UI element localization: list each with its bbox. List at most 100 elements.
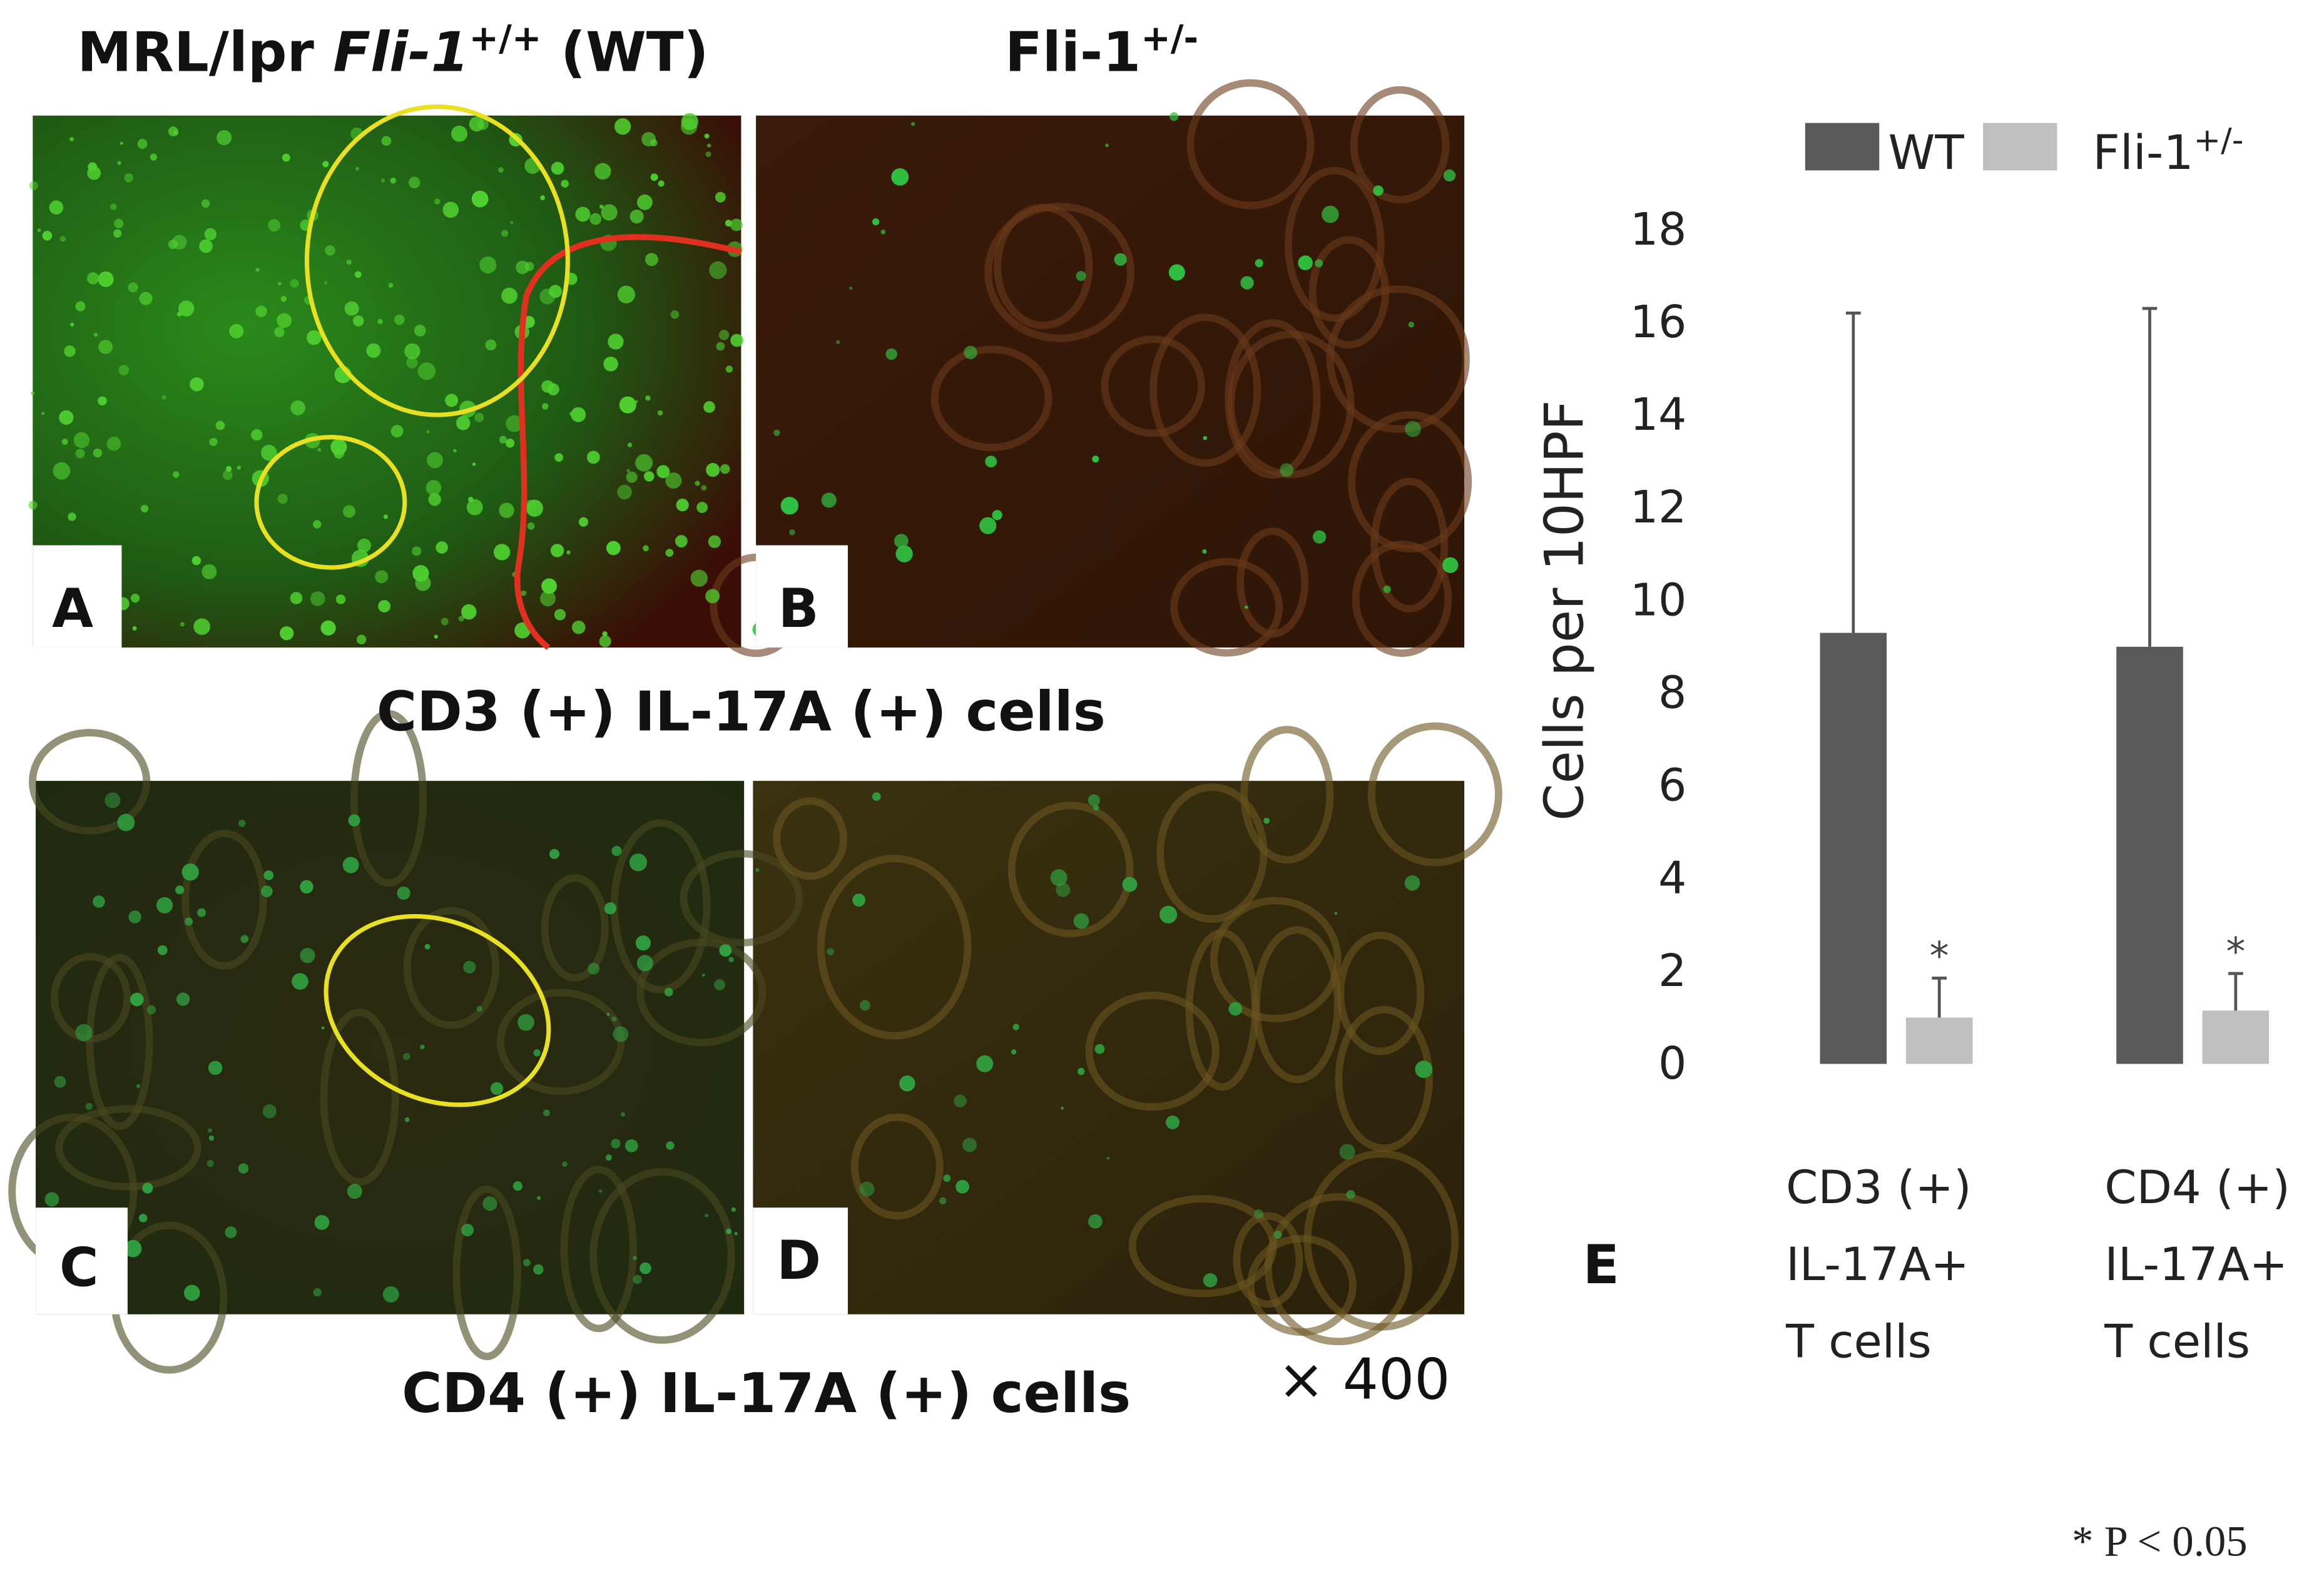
cell-spot (1094, 1044, 1105, 1054)
cell-spot (482, 1196, 497, 1211)
cell-spot (75, 1024, 93, 1042)
cell-spot (292, 973, 308, 990)
cell-spot (635, 935, 651, 951)
micrograph-b (756, 115, 1465, 648)
cell-spot (216, 130, 232, 146)
cell-spot (709, 261, 727, 279)
cell-spot (1405, 420, 1421, 437)
y-tick-label: 12 (1630, 481, 1686, 533)
cell-spot (490, 1082, 504, 1095)
legend-label: WT (1888, 125, 1964, 180)
cell-spot (468, 497, 474, 502)
cell-spot (542, 403, 549, 410)
cell-spot (730, 333, 743, 347)
cell-spot (176, 992, 190, 1006)
cell-spot (104, 792, 121, 808)
bar (2116, 646, 2183, 1064)
cell-spot (485, 339, 497, 351)
cell-spot (98, 271, 114, 287)
cell-spot (117, 813, 135, 831)
cell-spot (541, 380, 554, 393)
cell-spot (985, 455, 997, 468)
cell-spot (277, 494, 288, 504)
cell-spot (1313, 530, 1327, 544)
cell-spot (310, 591, 325, 606)
cell-spot (191, 556, 201, 566)
cell-spot (956, 1179, 969, 1194)
cell-spot (222, 470, 233, 480)
cell-spot (512, 1181, 522, 1191)
cell-spot (571, 407, 586, 422)
cell-spot (1228, 1002, 1243, 1016)
cell-spot (1203, 1273, 1218, 1288)
cell-spot (645, 253, 658, 267)
cell-spot (193, 618, 210, 635)
legend-swatch (1805, 123, 1880, 171)
cell-spot (1088, 1214, 1103, 1229)
cell-spot (880, 229, 886, 235)
cell-spot (1165, 1115, 1180, 1129)
cell-spot (330, 439, 347, 455)
cell-spot (1202, 549, 1207, 554)
cell-spot (412, 546, 422, 556)
panel-letter: D (777, 1230, 821, 1292)
cell-spot (821, 492, 837, 508)
cell-spot (161, 395, 166, 400)
x-tick-label: T cells (1785, 1315, 1932, 1368)
cell-spot (69, 136, 74, 141)
cell-spot (665, 472, 682, 489)
cell-spot (382, 1286, 399, 1303)
cell-spot (383, 514, 389, 519)
y-tick-label: 8 (1658, 667, 1686, 719)
cell-spot (539, 591, 556, 607)
cell-spot (240, 935, 249, 943)
cell-spot (605, 1154, 612, 1161)
highlight-circle (254, 435, 407, 570)
cell-spot (424, 943, 431, 950)
cell-spot (173, 130, 179, 136)
cell-spot (979, 517, 997, 534)
cell-spot (199, 239, 213, 253)
cell-spot (1093, 805, 1099, 811)
y-tick-label: 16 (1630, 296, 1686, 348)
cell-spot (181, 863, 199, 881)
cell-spot (428, 493, 441, 506)
cell-spot (366, 343, 381, 358)
tissue-texture (1352, 541, 1452, 657)
cell-spot (510, 221, 514, 225)
cell-spot (562, 1161, 568, 1167)
cell-spot (394, 314, 405, 325)
cell-spot (268, 219, 281, 232)
significance-marker: * (2226, 929, 2245, 974)
cell-spot (31, 391, 35, 395)
cell-spot (208, 1135, 215, 1141)
cell-spot (566, 550, 571, 555)
cell-spot (614, 118, 631, 135)
cell-spot (524, 500, 537, 512)
cell-spot (849, 287, 853, 290)
cell-spot (346, 259, 352, 265)
cell-spot (1334, 912, 1338, 915)
cell-spot (522, 1259, 531, 1267)
cell-spot (381, 136, 392, 146)
cell-spot (404, 343, 420, 360)
cell-spot (479, 256, 497, 273)
cell-spot (53, 462, 71, 480)
cell-spot (347, 1184, 362, 1199)
tissue-texture (1149, 313, 1261, 467)
y-tick-label: 10 (1630, 574, 1686, 626)
cell-spot (377, 318, 383, 325)
cell-spot (138, 1214, 148, 1223)
cell-spot (342, 505, 356, 518)
cell-spot (1076, 271, 1086, 282)
cell-spot (702, 974, 705, 977)
cell-spot (404, 1117, 410, 1122)
cell-spot (676, 498, 689, 512)
cell-spot (1298, 255, 1313, 270)
cell-spot (300, 880, 313, 894)
cell-spot (355, 166, 359, 171)
cell-spot (664, 987, 673, 997)
cell-spot (412, 565, 429, 582)
cell-spot (255, 268, 260, 272)
cell-spot (238, 820, 246, 827)
